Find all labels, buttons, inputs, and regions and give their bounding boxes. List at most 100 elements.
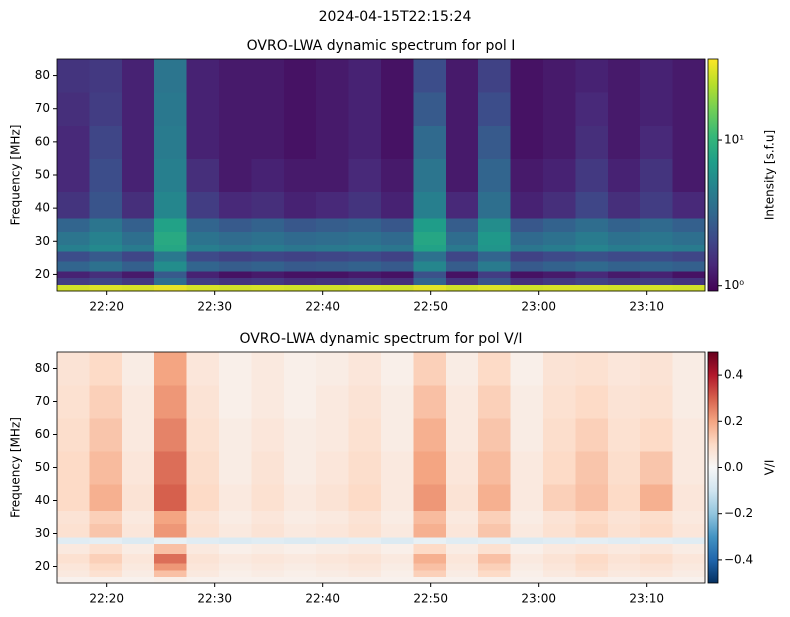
x-tick-label: 23:10 — [629, 300, 664, 314]
y-tick-label: 30 — [35, 234, 50, 248]
heatmap-cell — [89, 277, 123, 285]
heatmap-cell — [283, 261, 317, 272]
heatmap-cell — [607, 418, 641, 452]
heatmap-cell — [381, 451, 414, 485]
heatmap-cell — [445, 385, 479, 419]
heatmap-cell — [57, 563, 90, 571]
y-tick-label: 20 — [35, 559, 50, 573]
heatmap-cell — [186, 218, 220, 232]
y-tick-label: 80 — [35, 68, 50, 82]
heatmap-cell — [607, 271, 641, 279]
heatmap-cell — [640, 191, 674, 219]
heatmap-cell — [89, 543, 123, 554]
heatmap-cell — [121, 563, 155, 571]
heatmap-cell — [186, 536, 220, 544]
heatmap-cell — [186, 92, 220, 126]
heatmap-cell — [413, 125, 447, 159]
heatmap-cell — [283, 536, 317, 544]
heatmap-cell — [478, 59, 512, 93]
heatmap-cell — [672, 563, 706, 571]
heatmap-cell — [57, 231, 90, 246]
heatmap-cell — [445, 536, 479, 544]
heatmap-cell — [607, 385, 641, 419]
heatmap-cell — [672, 510, 706, 525]
heatmap-cell — [413, 284, 447, 292]
heatmap-cell — [672, 569, 706, 577]
heatmap-cell — [316, 244, 350, 252]
colorbar-label: Intensity [s.f.u] — [763, 130, 777, 220]
heatmap-cell — [640, 284, 674, 292]
x-tick-label: 22:30 — [197, 300, 232, 314]
heatmap-cell — [186, 125, 220, 159]
heatmap-cell — [283, 576, 317, 584]
heatmap-cell — [186, 451, 220, 485]
heatmap-cell — [219, 451, 252, 485]
heatmap-cell — [283, 158, 317, 193]
heatmap-cell — [510, 451, 544, 485]
heatmap-cell — [348, 352, 382, 386]
heatmap-cell — [543, 284, 576, 292]
heatmap-cell — [672, 284, 706, 292]
heatmap-cell — [219, 576, 252, 584]
heatmap-cell — [57, 158, 90, 193]
heatmap-cell — [89, 271, 123, 279]
heatmap-cell — [348, 125, 382, 159]
heatmap-cell — [251, 218, 285, 232]
heatmap-cell — [316, 191, 350, 219]
heatmap-cell — [121, 271, 155, 279]
heatmap-cell — [219, 261, 252, 272]
heatmap-cell — [607, 191, 641, 219]
heatmap-cell — [89, 158, 123, 193]
colorbar-tick-label: 0.2 — [724, 414, 743, 428]
heatmap-cell — [316, 569, 350, 577]
heatmap-cell — [510, 244, 544, 252]
heatmap-cell — [348, 451, 382, 485]
heatmap-cell — [413, 218, 447, 232]
heatmap-cell — [543, 59, 576, 93]
heatmap-cell — [251, 510, 285, 525]
heatmap-cell — [251, 553, 285, 564]
heatmap-cell — [510, 92, 544, 126]
heatmap-cell — [510, 576, 544, 584]
heatmap-cell — [186, 277, 220, 285]
heatmap-cell — [640, 251, 674, 262]
heatmap-cell — [381, 158, 414, 193]
heatmap-cell — [575, 576, 609, 584]
heatmap-cell — [607, 59, 641, 93]
heatmap-cell — [445, 523, 479, 538]
heatmap-cell — [672, 451, 706, 485]
heatmap-cell — [251, 576, 285, 584]
heatmap-cell — [283, 92, 317, 126]
heatmap-cell — [478, 231, 512, 246]
heatmap-cell — [607, 451, 641, 485]
x-tick-label: 23:00 — [521, 300, 556, 314]
heatmap-cell — [478, 569, 512, 577]
heatmap-cell — [510, 569, 544, 577]
heatmap-cell — [607, 158, 641, 193]
heatmap-cell — [478, 277, 512, 285]
heatmap-cell — [219, 536, 252, 544]
heatmap-cell — [575, 523, 609, 538]
heatmap-cell — [348, 536, 382, 544]
heatmap-cell — [89, 451, 123, 485]
heatmap-cell — [154, 418, 188, 452]
heatmap-cell — [445, 484, 479, 511]
heatmap-cell — [575, 191, 609, 219]
heatmap-cell — [672, 191, 706, 219]
heatmap-cell — [251, 125, 285, 159]
heatmap-cell — [154, 523, 188, 538]
heatmap-cell — [186, 523, 220, 538]
heatmap-cell — [543, 536, 576, 544]
heatmap-cell — [121, 92, 155, 126]
colorbar-tick-label: 10⁰ — [724, 278, 744, 292]
heatmap-cell — [478, 523, 512, 538]
colorbar-label: V/I — [763, 460, 777, 476]
y-tick-label: 70 — [35, 394, 50, 408]
heatmap-cell — [316, 563, 350, 571]
heatmap-cell — [57, 576, 90, 584]
heatmap-cell — [575, 158, 609, 193]
heatmap-cell — [445, 563, 479, 571]
heatmap-cell — [348, 271, 382, 279]
heatmap-cell — [348, 251, 382, 262]
heatmap-cell — [510, 543, 544, 554]
